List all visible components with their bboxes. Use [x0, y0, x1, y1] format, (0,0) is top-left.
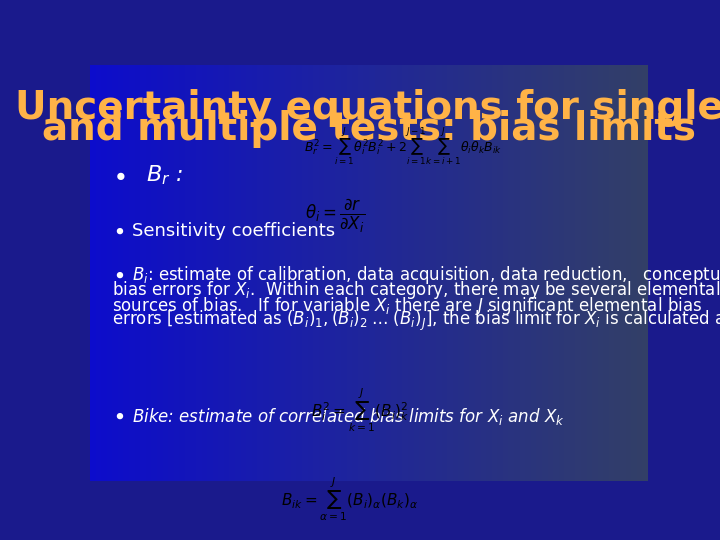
Text: $Bike$: estimate of correlated bias limits for $X_i$ and $X_k$: $Bike$: estimate of correlated bias limi… [132, 406, 564, 427]
Text: Uncertainty equations for single: Uncertainty equations for single [14, 90, 720, 127]
Text: sources of bias.   If for variable $X_i$ there are $J$ significant elemental bia: sources of bias. If for variable $X_i$ t… [112, 294, 703, 316]
Text: $B_r$ :: $B_r$ : [145, 163, 183, 187]
PathPatch shape [645, 0, 720, 383]
Text: Sensitivity coefficients: Sensitivity coefficients [132, 222, 335, 240]
PathPatch shape [500, 0, 720, 356]
Text: $B_i^2 = \sum_{k=1}^{J} \left(B_i\right)_k^2$: $B_i^2 = \sum_{k=1}^{J} \left(B_i\right)… [311, 387, 409, 434]
Text: $\bullet$: $\bullet$ [112, 163, 126, 187]
Text: $\bullet$: $\bullet$ [112, 265, 125, 285]
Text: $\bullet$: $\bullet$ [112, 221, 125, 241]
Text: $\theta_i = \dfrac{\partial r}{\partial X_i}$: $\theta_i = \dfrac{\partial r}{\partial … [305, 197, 365, 235]
Text: and multiple tests: bias limits: and multiple tests: bias limits [42, 110, 696, 148]
Text: errors [estimated as $(B_i)_1, (B_i)_2 \; \ldots \; (B_i)_J$], the bias limit fo: errors [estimated as $(B_i)_1, (B_i)_2 \… [112, 309, 720, 333]
Text: $\bullet$: $\bullet$ [112, 406, 125, 426]
Text: $B_r^2 = \sum_{i=1}^{J} \theta_i^2 B_i^2 + 2\sum_{i=1}^{J-1}\sum_{k=i+1}^{J} \th: $B_r^2 = \sum_{i=1}^{J} \theta_i^2 B_i^2… [305, 126, 502, 168]
Text: $B_i$: estimate of calibration, data acquisition, data reduction,   conceptual: $B_i$: estimate of calibration, data acq… [132, 264, 720, 286]
Text: $B_{ik} = \sum_{\alpha=1}^{J} (B_i)_\alpha (B_k)_\alpha$: $B_{ik} = \sum_{\alpha=1}^{J} (B_i)_\alp… [281, 475, 418, 523]
Text: bias errors for $X_i$.  Within each category, there may be several elemental: bias errors for $X_i$. Within each categ… [112, 279, 720, 301]
